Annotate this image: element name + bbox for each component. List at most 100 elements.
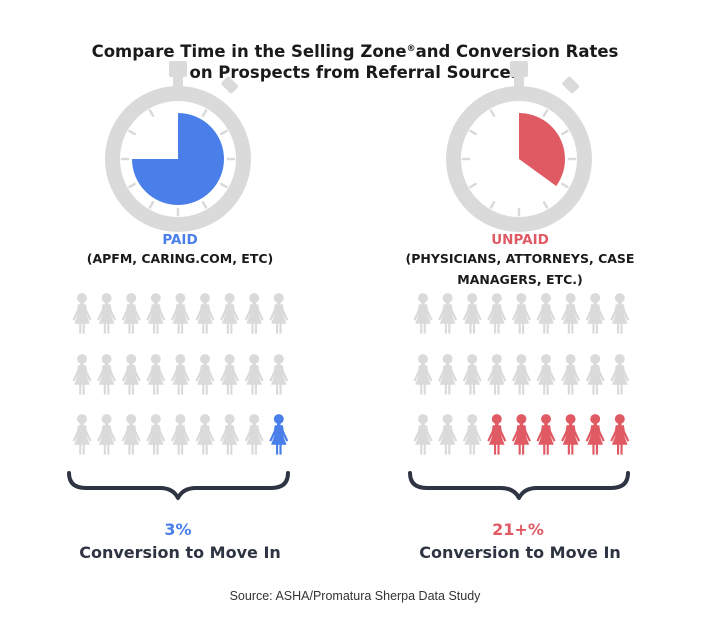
title-part-b: and Conversion Rates (415, 42, 619, 61)
title-part-a: Compare Time in the Selling Zone (91, 42, 407, 61)
unpaid-person-icon (462, 414, 482, 455)
stopwatch-unpaid-tick (469, 182, 477, 189)
paid-person-icon (244, 293, 264, 334)
paid-percentage: 3% (164, 520, 192, 539)
paid-person-icon (146, 414, 166, 455)
paid-person-icon (220, 354, 240, 395)
stopwatch-paid-tick (201, 201, 208, 209)
people-grid-paid (72, 293, 289, 455)
stopwatch-unpaid-time-sector (519, 113, 565, 187)
stopwatch-paid-side-button (221, 76, 239, 94)
paid-person-icon (170, 354, 190, 395)
stopwatch-unpaid-side-button (562, 76, 580, 94)
unpaid-caption: Conversion to Move In (419, 543, 621, 562)
paid-subtitle: (APFM, CARING.COM, ETC) (86, 251, 274, 266)
unpaid-person-icon (585, 354, 605, 395)
stopwatch-paid-tick (220, 182, 228, 189)
stopwatch-unpaid-tick (561, 129, 569, 136)
stopwatch-paid-tick (148, 201, 155, 209)
unpaid-person-icon (536, 354, 556, 395)
paid-person-icon (195, 414, 215, 455)
unpaid-subtitle-line-2: MANAGERS, ETC.) (457, 272, 583, 287)
paid-person-icon (72, 293, 92, 334)
stopwatch-unpaid-tick (542, 201, 549, 209)
source-note: Source: ASHA/Promatura Sherpa Data Study (229, 589, 481, 603)
unpaid-person-icon (438, 354, 458, 395)
unpaid-person-icon (462, 293, 482, 334)
paid-caption: Conversion to Move In (79, 543, 281, 562)
stopwatch-unpaid-tick (489, 109, 496, 117)
stopwatch-paid-tick (128, 129, 136, 136)
chart-title-line-2: on Prospects from Referral Sources (189, 63, 521, 82)
brace-paid (67, 471, 290, 500)
paid-highlighted-person-icon (269, 414, 289, 455)
paid-person-icon (220, 414, 240, 455)
unpaid-label: UNPAID (491, 232, 549, 248)
unpaid-person-icon (610, 354, 630, 395)
stopwatch-unpaid-crown (510, 61, 528, 77)
paid-person-icon (121, 354, 141, 395)
paid-person-icon (97, 354, 117, 395)
stopwatch-paid-tick (220, 129, 228, 136)
unpaid-highlighted-person-icon (536, 414, 556, 455)
unpaid-person-icon (561, 293, 581, 334)
unpaid-person-icon (413, 414, 433, 455)
paid-person-icon (121, 293, 141, 334)
stopwatch-unpaid-tick (489, 201, 496, 209)
unpaid-person-icon (438, 293, 458, 334)
stopwatch-paid-time-sector (132, 113, 224, 205)
stopwatch-unpaid-icon (446, 61, 592, 232)
paid-person-icon (97, 414, 117, 455)
stopwatch-paid-stem (173, 75, 183, 87)
stopwatch-paid-icon (105, 61, 251, 232)
paid-person-icon (72, 354, 92, 395)
unpaid-person-icon (610, 293, 630, 334)
unpaid-person-icon (438, 414, 458, 455)
chart-title-line-1: Compare Time in the Selling Zone®and Con… (0, 37, 710, 64)
unpaid-percentage: 21+% (492, 520, 544, 539)
stopwatch-unpaid-stem (514, 75, 524, 87)
unpaid-person-icon (585, 293, 605, 334)
registered-mark: ® (406, 44, 416, 54)
unpaid-highlighted-person-icon (610, 414, 630, 455)
stopwatch-paid-tick (128, 182, 136, 189)
stopwatch-unpaid-tick (561, 182, 569, 189)
unpaid-subtitle-line-1: (PHYSICIANS, ATTORNEYS, CASE (405, 251, 635, 266)
unpaid-highlighted-person-icon (561, 414, 581, 455)
stopwatch-paid-tick (201, 109, 208, 117)
paid-person-icon (269, 293, 289, 334)
paid-person-icon (121, 414, 141, 455)
unpaid-person-icon (487, 354, 507, 395)
unpaid-person-icon (536, 293, 556, 334)
paid-person-icon (97, 293, 117, 334)
unpaid-person-icon (487, 293, 507, 334)
people-grid-unpaid (413, 293, 630, 455)
brace-unpaid (408, 471, 630, 500)
paid-label: PAID (162, 232, 198, 248)
paid-person-icon (72, 414, 92, 455)
paid-person-icon (170, 293, 190, 334)
stopwatch-unpaid-tick (542, 109, 549, 117)
paid-person-icon (195, 354, 215, 395)
unpaid-person-icon (462, 354, 482, 395)
unpaid-person-icon (413, 293, 433, 334)
unpaid-highlighted-person-icon (585, 414, 605, 455)
paid-person-icon (269, 354, 289, 395)
paid-person-icon (220, 293, 240, 334)
paid-person-icon (170, 414, 190, 455)
stopwatch-paid-crown (169, 61, 187, 77)
unpaid-person-icon (511, 293, 531, 334)
paid-person-icon (146, 354, 166, 395)
unpaid-person-icon (561, 354, 581, 395)
paid-person-icon (244, 354, 264, 395)
unpaid-person-icon (511, 354, 531, 395)
unpaid-highlighted-person-icon (487, 414, 507, 455)
paid-person-icon (195, 293, 215, 334)
unpaid-person-icon (413, 354, 433, 395)
paid-person-icon (146, 293, 166, 334)
paid-person-icon (244, 414, 264, 455)
unpaid-highlighted-person-icon (511, 414, 531, 455)
stopwatch-paid-tick (148, 109, 155, 117)
stopwatch-unpaid-tick (469, 129, 477, 136)
